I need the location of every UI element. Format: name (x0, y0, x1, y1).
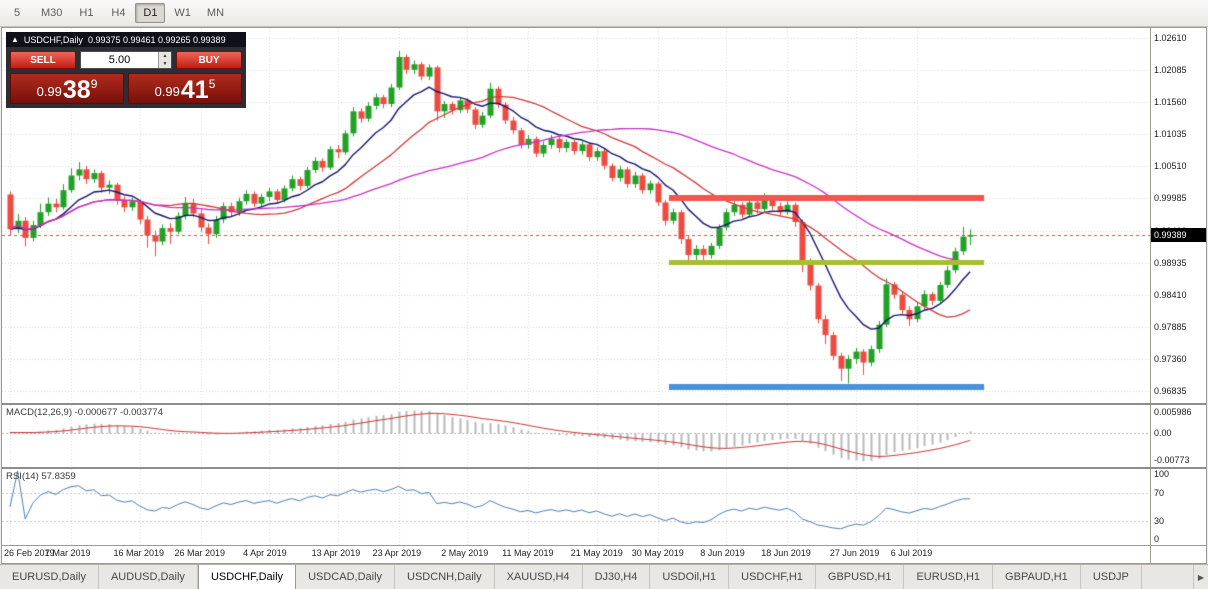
sell-big-figure: 0.99 (36, 84, 62, 100)
date-axis-label: 18 Jun 2019 (761, 548, 811, 558)
rsi-axis-label: 30 (1154, 516, 1165, 527)
one-click-trading-widget: ▲ USDCHF,Daily 0.99375 0.99461 0.99265 0… (6, 32, 246, 108)
date-axis-label: 13 Apr 2019 (311, 548, 361, 558)
current-price-badge: 0.99389 (1151, 227, 1206, 242)
sell-pipette: 9 (90, 77, 98, 91)
chart-tab-xauusd-h4[interactable]: XAUUSD,H4 (495, 565, 583, 589)
volume-up-icon[interactable]: ▲ (159, 52, 171, 60)
price-axis-label: 1.00510 (1154, 161, 1187, 172)
chart-tab-usdoil-h1[interactable]: USDOil,H1 (650, 565, 730, 589)
price-axis-label: 1.01560 (1154, 97, 1187, 108)
rsi-plot[interactable]: RSI(14) 57.8359 (2, 469, 1150, 545)
date-axis-label: 27 Jun 2019 (829, 548, 880, 558)
chart-tab-gbpaud-h1[interactable]: GBPAUD,H1 (993, 565, 1081, 589)
buy-big-figure: 0.99 (154, 84, 180, 100)
chart-tab-usdchf-h1[interactable]: USDCHF,H1 (729, 565, 816, 589)
timeframe-button-5[interactable]: 5 (2, 3, 32, 23)
date-axis[interactable]: 26 Feb 2019 7 Mar 2019 16 Mar 2019 26 Mar 2… (2, 545, 1206, 563)
price-axis-label: 1.02610 (1154, 33, 1187, 43)
price-axis-label: 0.97885 (1154, 321, 1187, 332)
timeframe-button-h1[interactable]: H1 (71, 3, 101, 23)
chart-tabbar: EURUSD,Daily AUDUSD,Daily USDCHF,Daily USDC… (0, 564, 1208, 589)
timeframe-button-d1[interactable]: D1 (135, 3, 166, 23)
date-axis-label: 4 Apr 2019 (243, 548, 287, 558)
buy-pipette: 5 (208, 77, 216, 91)
sell-button[interactable]: SELL (10, 51, 76, 69)
rsi-panel: RSI(14) 57.8359 100 70 30 0 (2, 467, 1206, 545)
timeframe-button-h4[interactable]: H4 (103, 3, 133, 23)
timeframe-button-w1[interactable]: W1 (167, 3, 198, 23)
date-axis-plot: 26 Feb 2019 7 Mar 2019 16 Mar 2019 26 Mar 2… (2, 546, 1150, 563)
chart-info-bar: ▲ USDCHF,Daily 0.99375 0.99461 0.99265 0… (6, 32, 246, 47)
volume-input[interactable] (81, 52, 158, 68)
date-axis-label: 2 May 2019 (441, 548, 489, 558)
price-axis-label: 0.98935 (1154, 257, 1187, 268)
volume-down-icon[interactable]: ▼ (159, 60, 171, 68)
price-chart-plot[interactable]: ▲ USDCHF,Daily 0.99375 0.99461 0.99265 0… (2, 28, 1150, 403)
macd-axis-label: 0.005986 (1154, 407, 1192, 417)
chart-tab-usdjp[interactable]: USDJP (1081, 565, 1142, 589)
chart-tab-gbpusd-h1[interactable]: GBPUSD,H1 (816, 565, 905, 589)
macd-axis: 0.005986 0.00 -0.00773 (1150, 405, 1206, 467)
price-chart-panel: ▲ USDCHF,Daily 0.99375 0.99461 0.99265 0… (2, 28, 1206, 403)
collapse-arrow-icon[interactable]: ▲ (11, 35, 19, 44)
rsi-axis-label: 100 (1154, 469, 1170, 479)
chart-tab-dj30-h4[interactable]: DJ30,H4 (583, 565, 651, 589)
volume-spinner: ▲ ▼ (158, 52, 171, 68)
chart-tab-usdcad-daily[interactable]: USDCAD,Daily (296, 565, 396, 589)
price-axis[interactable]: 1.02610 1.02085 1.01560 1.01035 1.00510 0.999… (1150, 28, 1206, 403)
chart-symbol-label: USDCHF,Daily (23, 34, 83, 45)
date-axis-label: 23 Apr 2019 (372, 548, 422, 558)
macd-panel: MACD(12,26,9) -0.000677 -0.003774 0.0059… (2, 403, 1206, 467)
price-axis-label: 0.96835 (1154, 386, 1187, 396)
date-axis-label: 26 Feb 2019 (4, 548, 55, 558)
rsi-label: RSI(14) 57.8359 (6, 471, 76, 482)
macd-canvas[interactable] (2, 405, 1150, 467)
buy-price-tile[interactable]: 0.99 41 5 (128, 73, 242, 104)
sell-price-tile[interactable]: 0.99 38 9 (10, 73, 124, 104)
rsi-canvas[interactable] (2, 469, 1150, 545)
chart-tab-eurusd-h1[interactable]: EURUSD,H1 (904, 565, 994, 589)
date-axis-label: 26 Mar 2019 (174, 548, 226, 558)
price-axis-label: 1.02085 (1154, 65, 1187, 76)
rsi-axis: 100 70 30 0 (1150, 469, 1206, 545)
timeframe-toolbar: 5 M30 H1 H4 D1 W1 MN (0, 0, 1208, 27)
sell-pips: 38 (62, 75, 91, 104)
date-axis-label: 21 May 2019 (570, 548, 623, 558)
rsi-axis-label: 70 (1154, 487, 1165, 498)
chart-tab-usdcnh-daily[interactable]: USDCNH,Daily (395, 565, 495, 589)
date-axis-label: 7 Mar 2019 (44, 548, 91, 558)
price-axis-label: 1.01035 (1154, 129, 1187, 140)
chart-window: ▲ USDCHF,Daily 0.99375 0.99461 0.99265 0… (1, 27, 1207, 564)
timeframe-button-m30[interactable]: M30 (34, 3, 69, 23)
macd-label: MACD(12,26,9) -0.000677 -0.003774 (6, 407, 163, 418)
chart-tabs: EURUSD,Daily AUDUSD,Daily USDCHF,Daily USDC… (0, 565, 1208, 589)
tab-scroll-right-button[interactable]: ▶ (1193, 565, 1208, 589)
macd-plot[interactable]: MACD(12,26,9) -0.000677 -0.003774 (2, 405, 1150, 467)
date-axis-label: 6 Jul 2019 (890, 548, 933, 558)
macd-axis-label: 0.00 (1154, 427, 1172, 438)
buy-button[interactable]: BUY (176, 51, 242, 69)
date-axis-corner (1150, 546, 1206, 563)
date-axis-label: 16 Mar 2019 (113, 548, 165, 558)
rsi-axis-label: 0 (1154, 534, 1160, 544)
volume-control: ▲ ▼ (80, 51, 172, 69)
price-axis-label: 0.98410 (1154, 289, 1187, 300)
date-axis-label: 8 Jun 2019 (700, 548, 745, 558)
price-axis-label: 0.97360 (1154, 353, 1187, 364)
buy-pips: 41 (180, 75, 209, 104)
date-axis-label: 30 May 2019 (631, 548, 684, 558)
chart-tab-eurusd-daily[interactable]: EURUSD,Daily (0, 565, 99, 589)
timeframe-button-mn[interactable]: MN (200, 3, 231, 23)
trade-panel-body: SELL ▲ ▼ BUY (6, 47, 246, 108)
macd-axis-label: -0.00773 (1154, 455, 1190, 465)
chart-ohlc-values: 0.99375 0.99461 0.99265 0.99389 (87, 34, 226, 45)
price-axis-label: 0.99985 (1154, 193, 1187, 204)
chart-tab-audusd-daily[interactable]: AUDUSD,Daily (99, 565, 198, 589)
chart-tab-usdchf-daily[interactable]: USDCHF,Daily (197, 565, 297, 589)
date-axis-label: 11 May 2019 (502, 548, 554, 558)
